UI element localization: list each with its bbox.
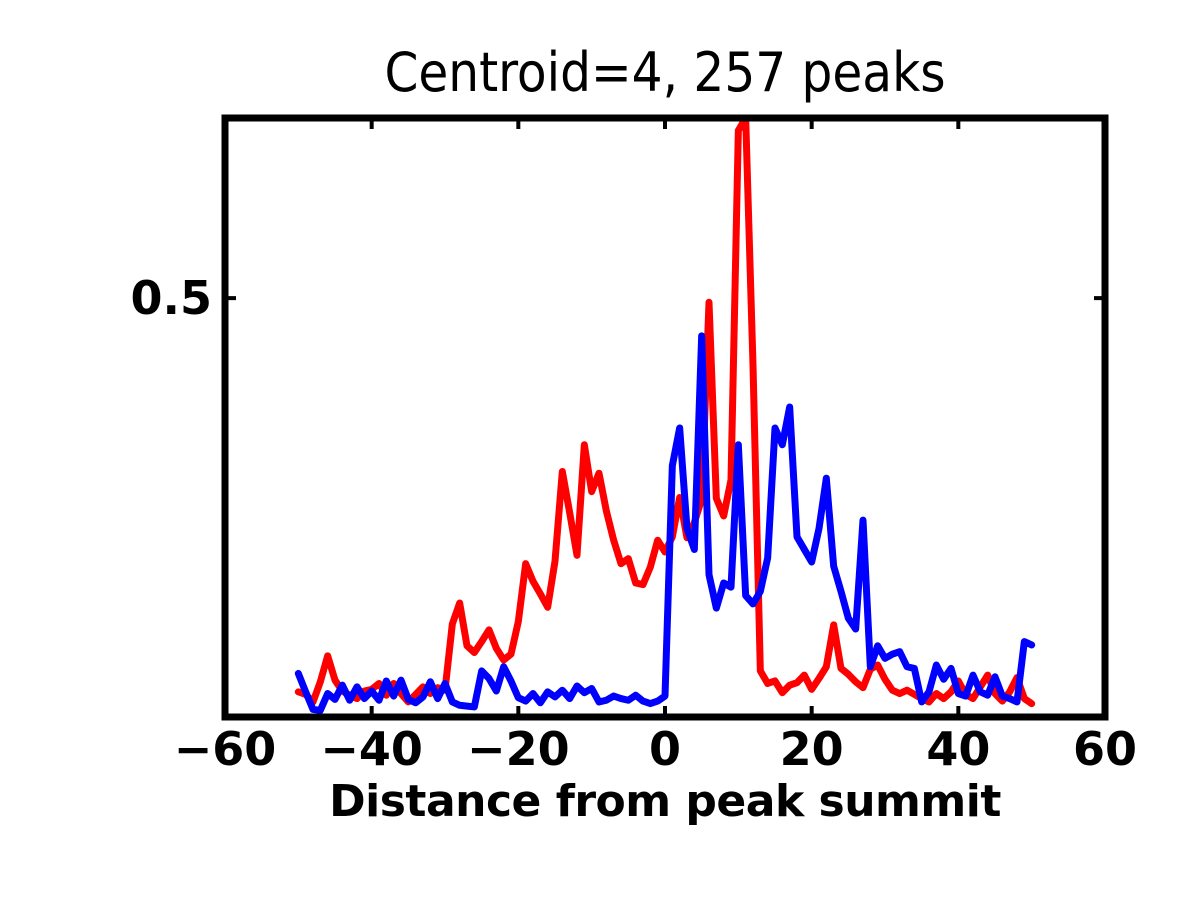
axes-frame xyxy=(221,114,1109,721)
x-tick-label: 20 xyxy=(779,722,844,776)
series-line-reverse-strand xyxy=(294,332,1036,714)
x-tick-label: −20 xyxy=(467,722,570,776)
x-tick-label: −40 xyxy=(320,722,423,776)
x-tick-label: 0 xyxy=(648,722,682,776)
data-series-layer xyxy=(294,118,1036,714)
x-tick-label: −60 xyxy=(173,722,277,776)
x-tick-label: 40 xyxy=(926,722,991,776)
series-line-forward-strand xyxy=(294,118,1036,708)
x-tick-label: 60 xyxy=(1072,722,1138,776)
x-axis-title: Distance from peak summit xyxy=(329,776,1001,827)
chart-title: Centroid=4, 257 peaks xyxy=(384,41,946,104)
y-tick-label: 0.5 xyxy=(130,271,213,326)
